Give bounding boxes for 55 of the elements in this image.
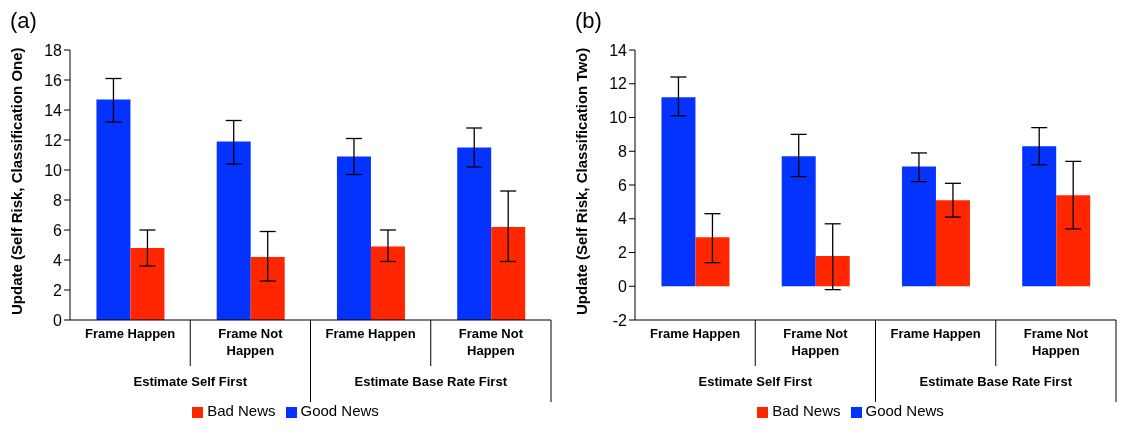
text: Estimate Self First xyxy=(133,374,248,389)
bar xyxy=(695,237,730,287)
bar xyxy=(336,156,371,320)
y-tick-label: 4 xyxy=(618,210,628,228)
y-tick-label: -2 xyxy=(612,311,628,329)
bar xyxy=(1056,195,1091,287)
y-tick-label: 2 xyxy=(618,244,628,262)
y-tick-label: 2 xyxy=(53,281,63,299)
bar xyxy=(491,227,526,320)
x-tick-label: Frame Happen xyxy=(649,326,741,341)
bar xyxy=(250,257,285,320)
y-tick-label: 10 xyxy=(44,161,63,179)
bar xyxy=(457,147,492,320)
bar xyxy=(216,141,251,320)
y-tick-label: 16 xyxy=(44,71,63,89)
bar xyxy=(901,166,936,287)
x-tick-label: Frame Not Happen xyxy=(218,326,284,358)
y-tick-label: 10 xyxy=(609,109,628,127)
bar xyxy=(130,248,165,320)
bar xyxy=(370,246,405,320)
chart-title: (b) xyxy=(574,8,603,35)
y-tick-label: 14 xyxy=(44,101,63,119)
y-tick-label: 0 xyxy=(618,277,628,295)
y-tick-label: 12 xyxy=(609,75,628,93)
y-tick-label: 8 xyxy=(618,142,628,160)
x-tick-label: Frame Not Happen xyxy=(1023,326,1089,358)
x-tick-label: Frame Happen xyxy=(890,326,981,341)
y-tick-label: 12 xyxy=(44,131,63,149)
x-tick-label: Frame Happen xyxy=(84,326,176,341)
y-tick-label: 14 xyxy=(609,41,628,59)
legend-label: Bad News xyxy=(207,402,276,419)
y-tick-label: 6 xyxy=(53,221,63,239)
legend-label: Bad News xyxy=(772,402,841,419)
chart-title: (a) xyxy=(9,8,38,35)
legend-label: Good News xyxy=(300,402,379,419)
x-tick-label: Frame Not Happen xyxy=(783,326,849,358)
legend-label: Good News xyxy=(865,402,944,419)
y-tick-label: 0 xyxy=(53,311,63,329)
x-tick-label: Frame Not Happen xyxy=(458,326,524,358)
y-axis-title: Update (Self Risk, Classification Two) xyxy=(573,47,591,315)
text: Estimate Base Rate First xyxy=(354,374,508,389)
y-tick-label: 4 xyxy=(53,251,63,269)
y-axis-title: Update (Self Risk, Classification One) xyxy=(8,47,26,315)
y-tick-label: 6 xyxy=(618,176,628,194)
text: Estimate Self First xyxy=(698,374,813,389)
bar xyxy=(1022,146,1057,287)
y-tick-label: 18 xyxy=(44,41,63,59)
bar xyxy=(96,99,131,320)
y-tick-label: 8 xyxy=(53,191,63,209)
x-tick-label: Frame Happen xyxy=(325,326,416,341)
bar xyxy=(815,255,850,287)
bar xyxy=(661,97,696,287)
text: Estimate Base Rate First xyxy=(919,374,1073,389)
bar xyxy=(935,200,970,287)
bar xyxy=(781,156,816,287)
